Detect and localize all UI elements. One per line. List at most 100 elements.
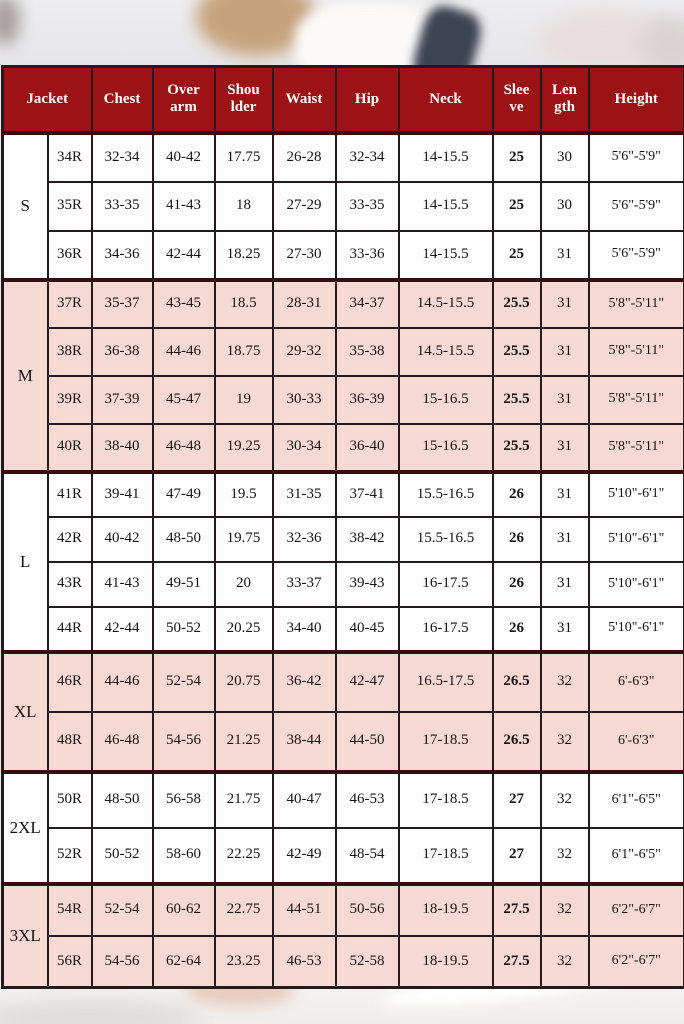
cell-overarm: 43-45	[151, 277, 216, 329]
cell-length: 30	[539, 130, 590, 183]
table-row: 42R 40-42 48-50 19.75 32-36 38-42 15.5-16.5 26 3…	[3, 515, 684, 563]
cell-shoulder: 19.5	[213, 469, 274, 518]
column-header-sleeve: Slee ve	[491, 65, 542, 134]
cell-height: 5'8"-5'11"	[587, 326, 684, 377]
cell-jacket: 56R	[46, 934, 93, 989]
cell-hip: 42-47	[334, 649, 400, 713]
cell-sleeve: 25.5	[491, 277, 542, 329]
cell-height: 6'-6'3"	[587, 710, 684, 773]
column-header-waist: Waist	[271, 65, 337, 134]
cell-sleeve: 26.5	[491, 649, 542, 713]
cell-waist: 42-49	[271, 826, 337, 885]
cell-neck: 18-19.5	[397, 934, 494, 989]
column-header-chest: Chest	[90, 65, 154, 134]
size-chart-header: Jacket Chest Over arm Shou lder Waist Hi…	[1, 65, 684, 134]
cell-chest: 39-41	[90, 469, 154, 518]
cell-hip: 33-36	[334, 229, 400, 281]
cell-waist: 46-53	[271, 934, 337, 989]
column-header-hip: Hip	[334, 65, 400, 134]
cell-jacket: 39R	[46, 374, 93, 425]
cell-neck: 15.5-16.5	[397, 515, 494, 563]
column-header-overarm: Over arm	[151, 65, 216, 134]
cell-overarm: 52-54	[151, 649, 216, 713]
cell-chest: 52-54	[90, 881, 154, 937]
cell-overarm: 45-47	[151, 374, 216, 425]
cell-overarm: 47-49	[151, 469, 216, 518]
table-row: 2XL 50R 48-50 56-58 21.75 40-47 46-53 17-18.5 27…	[1, 769, 684, 885]
cell-shoulder: 21.75	[213, 769, 274, 829]
cell-jacket: 44R	[46, 605, 93, 653]
cell-waist: 38-44	[271, 710, 337, 773]
cell-chest: 40-42	[90, 515, 154, 563]
table-row: L 41R 39-41 47-49 19.5 31-35 37-41 15.5-16.5 26 3…	[1, 469, 684, 653]
cell-shoulder: 19.75	[213, 515, 274, 563]
table-row: XL 46R 44-46 52-54 20.75 36-42 42-47 16.5-17.5 2…	[1, 649, 684, 773]
cell-jacket: 41R	[46, 469, 93, 518]
cell-neck: 15-16.5	[397, 422, 494, 473]
cell-height: 5'6"-5'9"	[587, 229, 684, 281]
cell-height: 5'8"-5'11"	[587, 422, 684, 473]
cell-overarm: 46-48	[151, 422, 216, 473]
cell-neck: 14-15.5	[397, 180, 494, 232]
table-row: 3XL 54R 52-54 60-62 22.75 44-51 50-56 18-19.5 27…	[1, 881, 684, 989]
cell-shoulder: 19	[213, 374, 274, 425]
cell-shoulder: 21.25	[213, 710, 274, 773]
cell-height: 5'10"-6'1"	[587, 469, 684, 518]
cell-hip: 38-42	[334, 515, 400, 563]
cell-neck: 15-16.5	[397, 374, 494, 425]
cell-chest: 42-44	[90, 605, 154, 653]
cell-height: 5'8"-5'11"	[587, 277, 684, 329]
cell-overarm: 49-51	[151, 560, 216, 608]
cell-height: 6'2"-6'7"	[587, 934, 684, 989]
table-row: 39R 37-39 45-47 19 30-33 36-39 15-16.5 25.5 31 5'…	[3, 374, 684, 425]
column-header-jacket: Jacket	[1, 65, 93, 134]
table-row: 40R 38-40 46-48 19.25 30-34 36-40 15-16.5 25.5 3…	[3, 422, 684, 473]
cell-shoulder: 20.75	[213, 649, 274, 713]
column-header-length: Len gth	[539, 65, 590, 134]
cell-jacket: 38R	[46, 326, 93, 377]
cell-shoulder: 18	[213, 180, 274, 232]
cell-chest: 54-56	[90, 934, 154, 989]
cell-hip: 46-53	[334, 769, 400, 829]
cell-sleeve: 26	[491, 605, 542, 653]
cell-length: 32	[539, 649, 590, 713]
cell-length: 31	[539, 374, 590, 425]
table-row: M 37R 35-37 43-45 18.5 28-31 34-37 14.5-15.5 25.…	[1, 277, 684, 473]
cell-hip: 39-43	[334, 560, 400, 608]
cell-neck: 15.5-16.5	[397, 469, 494, 518]
cell-shoulder: 22.75	[213, 881, 274, 937]
cell-neck: 17-18.5	[397, 710, 494, 773]
cell-shoulder: 20.25	[213, 605, 274, 653]
table-row: 43R 41-43 49-51 20 33-37 39-43 16-17.5 26 31 5'10…	[3, 560, 684, 608]
cell-length: 31	[539, 515, 590, 563]
cell-length: 32	[539, 934, 590, 989]
cell-hip: 36-39	[334, 374, 400, 425]
cell-shoulder: 17.75	[213, 130, 274, 183]
cell-length: 30	[539, 180, 590, 232]
cell-length: 31	[539, 560, 590, 608]
cell-length: 31	[539, 229, 590, 281]
size-group-label: S	[1, 130, 49, 281]
cell-jacket: 35R	[46, 180, 93, 232]
cell-hip: 48-54	[334, 826, 400, 885]
photo-blur-shape	[0, 0, 20, 45]
cell-jacket: 34R	[46, 130, 93, 183]
cell-length: 31	[539, 422, 590, 473]
cell-waist: 30-33	[271, 374, 337, 425]
cell-waist: 29-32	[271, 326, 337, 377]
cell-overarm: 54-56	[151, 710, 216, 773]
cell-length: 32	[539, 826, 590, 885]
table-row: 44R 42-44 50-52 20.25 34-40 40-45 16-17.5 26 31 5…	[3, 605, 684, 653]
table-row: 36R 34-36 42-44 18.25 27-30 33-36 14-15.5 25 31 5…	[3, 229, 684, 281]
cell-height: 5'10"-6'1"	[587, 605, 684, 653]
size-group-label: 2XL	[1, 769, 49, 885]
size-group-label: 3XL	[1, 881, 49, 989]
cell-sleeve: 27.5	[491, 881, 542, 937]
cell-height: 5'6"-5'9"	[587, 130, 684, 183]
cell-neck: 16.5-17.5	[397, 649, 494, 713]
cell-waist: 32-36	[271, 515, 337, 563]
cell-neck: 14.5-15.5	[397, 326, 494, 377]
cell-overarm: 58-60	[151, 826, 216, 885]
cell-sleeve: 26	[491, 560, 542, 608]
